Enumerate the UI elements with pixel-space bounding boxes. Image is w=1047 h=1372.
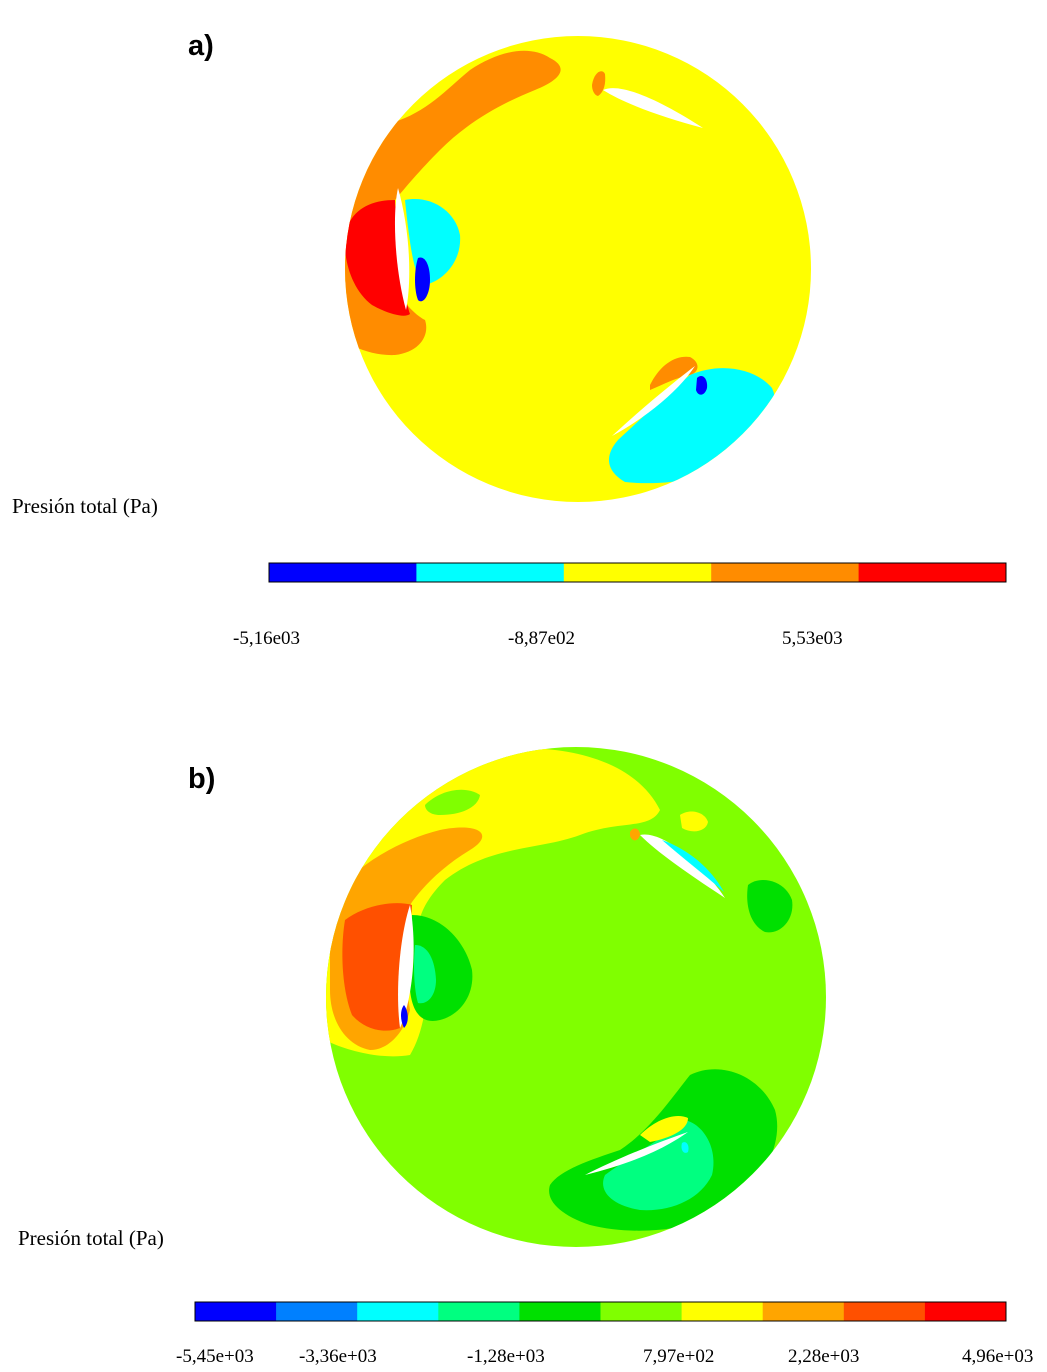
colorbar-b-segment-3 (357, 1302, 439, 1321)
colorbar-a (269, 563, 1007, 582)
colorbar-b (195, 1302, 1007, 1321)
colorbar-b-frame (194, 1301, 1007, 1322)
blade-b-top (640, 834, 725, 898)
blade-b-left-core (401, 1005, 408, 1028)
colorbar-a-segment-3 (563, 563, 712, 582)
max-pressure-region-b (342, 903, 412, 1031)
stagnation-spot-a (592, 71, 606, 96)
green-spot-b2 (747, 880, 793, 933)
blade-a-left (394, 188, 410, 310)
colorbar-b-segment-4 (438, 1302, 520, 1321)
min-pressure-core-a1 (415, 257, 430, 302)
blade-b-bottom (585, 1132, 688, 1175)
colorbar-b-segment-8 (762, 1302, 845, 1321)
blade-b-top-suction (662, 840, 724, 892)
colorbar-a-segment-4 (711, 563, 860, 582)
colorbar-b-segment-10 (924, 1302, 1007, 1321)
blade-a-bottom (612, 366, 695, 436)
colorbar-a-frame (268, 562, 1007, 583)
min-pressure-core-a2 (696, 376, 708, 395)
blade-b-left (398, 905, 414, 1028)
mint-region-b1 (414, 945, 436, 1004)
colorbar-b-tick-4: 7,97e+02 (643, 1346, 715, 1367)
green-island-b1 (425, 789, 480, 815)
colorbar-a-segment-1 (269, 563, 417, 582)
yellow-spot-b (680, 811, 708, 832)
high-pressure-cap-a (650, 356, 698, 390)
colorbar-b-tick-5: 2,28e+03 (788, 1346, 860, 1367)
colorbar-a-segment-5 (858, 563, 1007, 582)
panel-label-b: b) (188, 763, 216, 795)
colorbar-b-tick-2: -3,36e+03 (299, 1346, 377, 1367)
colorbar-a-tick-2: -8,87e02 (508, 628, 576, 649)
panel-label-a: a) (188, 30, 214, 62)
colorbar-b-tick-3: -1,28e+03 (467, 1346, 545, 1367)
contour-disk-b (326, 747, 826, 1247)
colorbar-b-tick-1: -5,45e+03 (176, 1346, 254, 1367)
yellow-cap-b (640, 1115, 688, 1142)
blade-a-top (603, 88, 703, 128)
colorbar-b-segment-2 (276, 1302, 358, 1321)
colorbar-b-tick-6: 4,96e+03 (962, 1346, 1034, 1367)
colorbar-b-segment-9 (843, 1302, 926, 1321)
colorbar-b-segment-1 (195, 1302, 277, 1321)
blade-b-bottom-core (681, 1142, 689, 1153)
stagnation-spot-b (630, 828, 640, 841)
max-pressure-region-a (345, 200, 410, 316)
colorbar-b-segment-5 (519, 1302, 601, 1321)
colorbar-a-tick-3: 5,53e03 (782, 628, 843, 649)
colorbar-b-segment-6 (600, 1302, 683, 1321)
colorbar-a-tick-1: -5,16e03 (233, 628, 301, 649)
contour-disk-a (345, 36, 811, 502)
colorbar-a-segment-2 (416, 563, 565, 582)
colorbar-title-a: Presión total (Pa) (12, 494, 158, 518)
colorbar-b-segment-7 (681, 1302, 764, 1321)
colorbar-title-b: Presión total (Pa) (18, 1226, 164, 1250)
